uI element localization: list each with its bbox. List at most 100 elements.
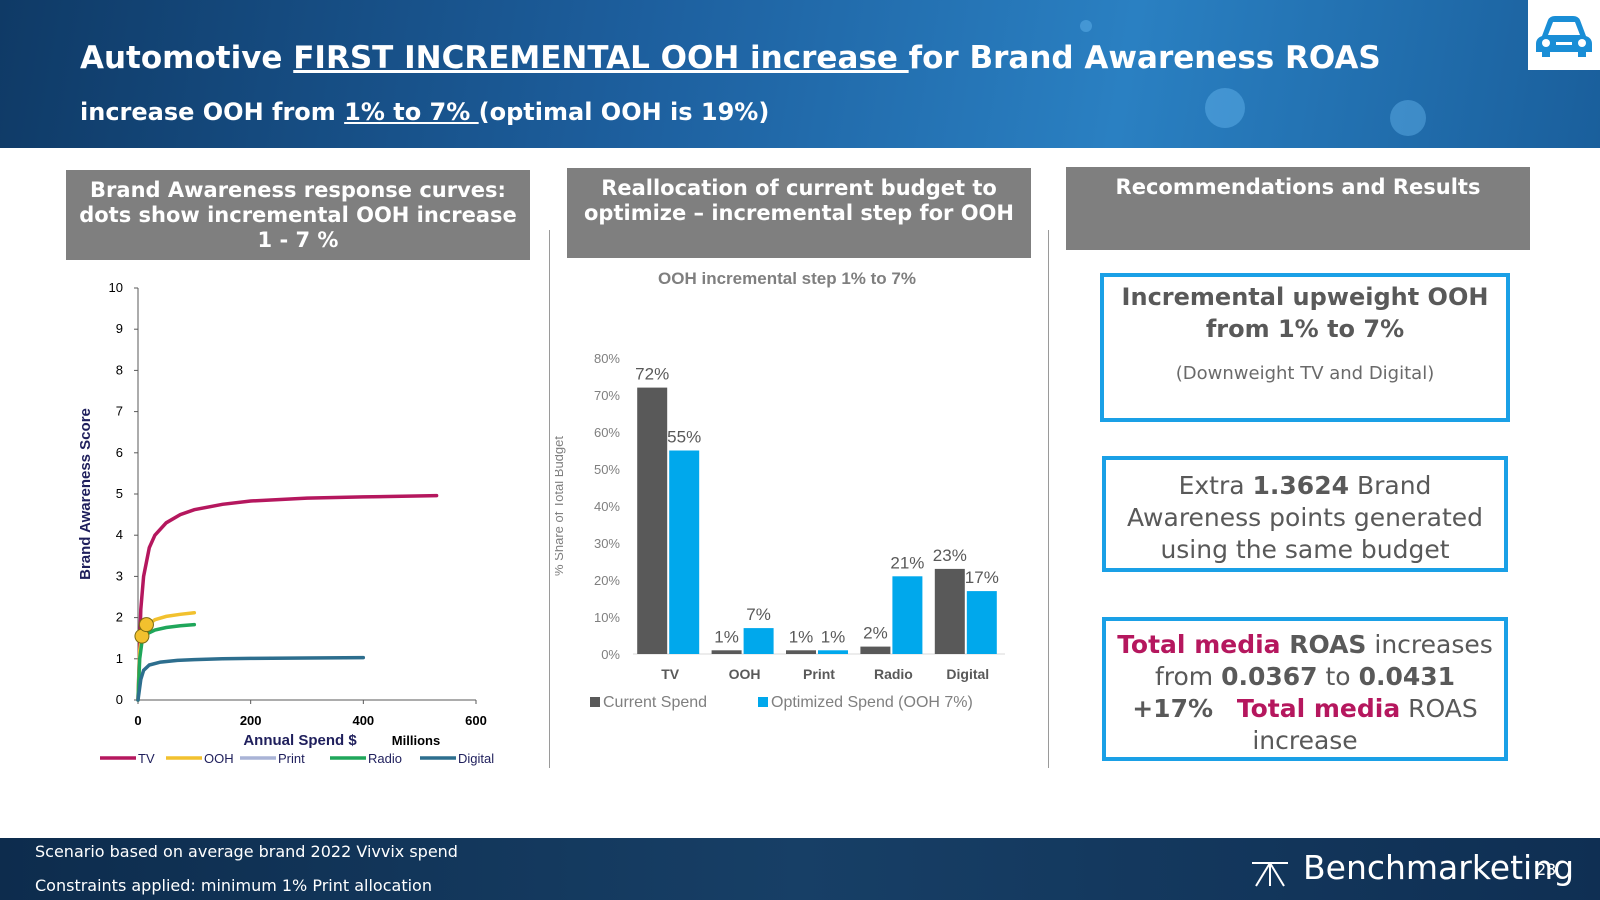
footer-constraints-note: Constraints applied: minimum 1% Print al… (35, 876, 432, 895)
x-tick-label: 400 (352, 713, 374, 728)
footer-bar: Scenario based on average brand 2022 Viv… (0, 838, 1600, 900)
extra-points-line: Extra 1.3624 Brand (1178, 471, 1432, 500)
legend-swatch-optimized (758, 697, 768, 707)
data-label: 55% (667, 428, 701, 447)
roas-line: +17% Total media ROAS (1132, 694, 1478, 723)
bar-chart-title: OOH incremental step 1% to 7% (658, 269, 916, 288)
y-tick-label: 5 (116, 486, 123, 501)
y-axis-title: Brand Awareness Score (77, 408, 94, 580)
left-header-line: 1 - 7 % (257, 228, 339, 252)
right-header-text: Recommendations and Results (1115, 175, 1481, 199)
bar-radio-current (860, 646, 891, 654)
bar-digital-current (934, 568, 965, 654)
data-label: 1% (821, 627, 846, 646)
upweight-line: from 1% to 7% (1205, 315, 1405, 343)
page-title: Automotive FIRST INCREMENTAL OOH increas… (80, 40, 1381, 76)
y-tick-label: 20% (594, 573, 620, 588)
upweight-line: Incremental upweight OOH (1121, 283, 1489, 311)
footer-scenario-note: Scenario based on average brand 2022 Viv… (35, 842, 458, 861)
column-divider (549, 230, 550, 768)
x-axis-unit: Millions (392, 733, 440, 748)
category-label: OOH (729, 666, 761, 682)
y-tick-label: 0% (601, 647, 620, 662)
data-label: 7% (746, 605, 771, 624)
mid-header-line: optimize – incremental step for OOH (584, 201, 1014, 225)
y-tick-label: 30% (594, 536, 620, 551)
y-tick-label: 70% (594, 388, 620, 403)
y-tick-label: 10% (594, 610, 620, 625)
y-tick-label: 9 (116, 321, 123, 336)
data-label: 72% (635, 365, 669, 384)
car-icon (1536, 16, 1592, 57)
response-curves-chart: 0 1 2 3 4 5 6 7 8 9 10 0 200 400 600 Brand Awareness Sc… (66, 262, 530, 786)
middle-column-header: Reallocation of current budget to optimi… (567, 168, 1031, 258)
series-line-radio (136, 622, 197, 702)
y-tick-label: 2 (116, 610, 123, 625)
car-icon-box (1528, 0, 1600, 70)
category-label: Digital (946, 666, 989, 682)
brand-name: Benchmarketing (1303, 848, 1575, 887)
y-tick-label: 0 (116, 692, 123, 707)
data-label: 1% (714, 627, 739, 646)
data-label: 23% (933, 546, 967, 565)
roas-line: Total media ROAS increases (1117, 630, 1493, 659)
bar-radio-optimized (892, 576, 923, 654)
y-tick-label: 50% (594, 462, 620, 477)
recommendation-box-roas: Total media ROAS increases from 0.0367 t… (1102, 617, 1508, 761)
bar-digital-optimized (966, 591, 997, 654)
x-axis-title: Annual Spend $ (243, 732, 357, 749)
y-tick-label: 80% (594, 351, 620, 366)
bar-ooh-optimized (743, 628, 774, 654)
left-column-header: Brand Awareness response curves: dots sh… (66, 170, 530, 260)
decor-glow (1205, 88, 1245, 128)
y-tick-label: 40% (594, 499, 620, 514)
x-tick-label: 0 (134, 713, 141, 728)
upweight-heading: Incremental upweight OOH from 1% to 7% (1104, 281, 1506, 345)
roas-line: increase (1252, 726, 1358, 755)
y-tick-label: 1 (116, 651, 123, 666)
benchmarketing-logo-icon (1252, 862, 1288, 887)
x-tick-label: 600 (465, 713, 487, 728)
budget-reallocation-chart: OOH incremental step 1% to 7% 0% 10% 20% 30%… (555, 269, 1005, 711)
y-tick-label: 60% (594, 425, 620, 440)
extra-points-line: Awareness points generated (1126, 503, 1484, 532)
legend-label-ooh: OOH (204, 751, 234, 766)
extra-points-line: using the same budget (1160, 535, 1450, 564)
y-tick-label: 6 (116, 445, 123, 460)
decor-glow (1080, 20, 1092, 32)
decor-glow (1390, 100, 1426, 136)
legend-label-digital: Digital (458, 751, 494, 766)
y-tick-label: 3 (116, 568, 123, 583)
legend-label-optimized: Optimized Spend (OOH 7%) (771, 694, 973, 711)
series-line-tv (136, 493, 439, 702)
header-banner: Automotive FIRST INCREMENTAL OOH increas… (0, 0, 1600, 148)
bar-print-current (786, 650, 816, 654)
recommendation-box-upweight: Incremental upweight OOH from 1% to 7% (… (1100, 273, 1510, 422)
bar-tv-optimized (669, 450, 700, 654)
category-label: Radio (874, 666, 913, 682)
bar-ooh-current (711, 650, 742, 654)
legend-label-print: Print (278, 751, 305, 766)
left-header-line: Brand Awareness response curves: (90, 178, 506, 202)
data-label: 1% (789, 627, 814, 646)
legend-swatch-current (590, 697, 600, 707)
ooh-increment-marker (138, 617, 154, 633)
page-subtitle: increase OOH from 1% to 7% (optimal OOH … (80, 98, 770, 126)
right-column-header: Recommendations and Results (1066, 167, 1530, 250)
bar-print-optimized (818, 650, 848, 654)
recommendation-box-extra-points: Extra 1.3624 Brand Awareness points gene… (1102, 456, 1508, 572)
data-label: 2% (863, 624, 888, 643)
legend-label-current: Current Spend (603, 694, 707, 711)
y-tick-label: 4 (116, 527, 123, 542)
mid-header-line: Reallocation of current budget to (601, 176, 997, 200)
data-label: 21% (890, 553, 924, 572)
roas-line: from 0.0367 to 0.0431 (1154, 662, 1456, 691)
bar-tv-current (637, 387, 668, 654)
legend-label-radio: Radio (368, 751, 402, 766)
page-number: 23 (1536, 860, 1557, 879)
category-label: TV (661, 666, 680, 682)
chart-background (66, 262, 530, 786)
y-axis-title: % Share of Total Budget (555, 436, 566, 576)
data-label: 17% (965, 568, 999, 587)
y-tick-label: 10 (109, 280, 123, 295)
